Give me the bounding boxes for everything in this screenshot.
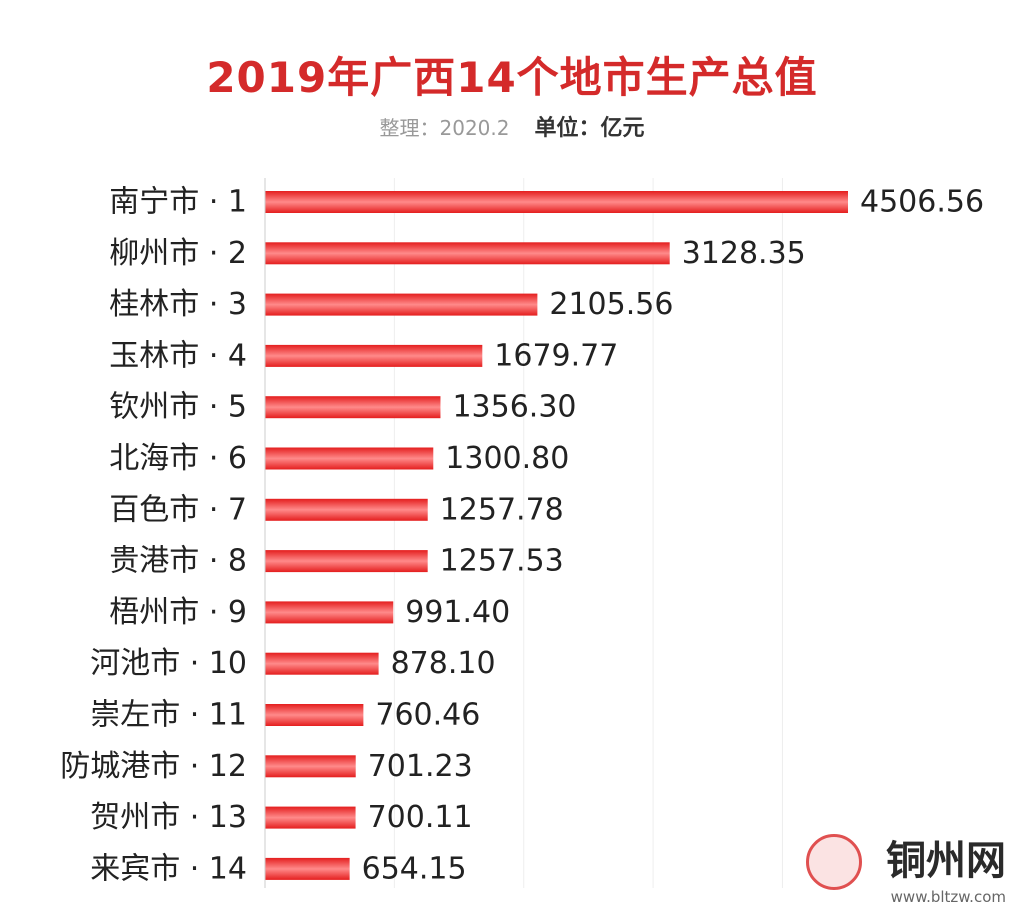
value-label: 1300.80 <box>445 441 569 476</box>
value-label: 1257.78 <box>440 492 564 527</box>
category-labels: 南宁市 · 1 柳州市 · 2 桂林市 · 3 玉林市 · 4 钦州市 · 5 北海市 ·… <box>60 185 247 887</box>
bar <box>265 498 428 521</box>
category-label: 南宁市 · 1 <box>109 185 247 220</box>
watermark-text: 铜州网 <box>886 837 1006 884</box>
category-label: 钦州市 · 5 <box>109 390 247 425</box>
value-label: 3128.35 <box>682 236 806 271</box>
category-label: 玉林市 · 4 <box>109 338 247 373</box>
bar <box>265 755 356 778</box>
bar <box>265 293 538 316</box>
category-label: 北海市 · 6 <box>109 441 247 476</box>
bar <box>265 806 356 829</box>
category-label: 防城港市 · 12 <box>60 749 247 784</box>
watermark-url: www.bltzw.com <box>890 888 1006 906</box>
value-label: 2105.56 <box>549 287 673 322</box>
bar <box>265 550 428 573</box>
chart-title: 2019年广西14个地市生产总值 <box>206 53 818 102</box>
value-label: 4506.56 <box>860 185 984 220</box>
bars <box>265 191 848 880</box>
bar <box>265 704 364 726</box>
category-label: 崇左市 · 11 <box>90 698 247 733</box>
bar <box>265 344 483 367</box>
bar <box>265 191 848 213</box>
watermark: 铜州网 www.bltzw.com <box>806 824 1006 906</box>
value-labels: 4506.56 3128.35 2105.56 1679.77 1356.30 1300.… <box>362 185 984 887</box>
category-label: 贵港市 · 8 <box>109 544 247 579</box>
value-label: 878.10 <box>391 646 496 681</box>
category-label: 来宾市 · 14 <box>90 851 247 886</box>
value-label: 991.40 <box>405 595 510 630</box>
category-label: 贺州市 · 13 <box>90 800 247 835</box>
value-label: 654.15 <box>362 851 467 886</box>
bar <box>265 652 379 675</box>
chart-subtitle: 整理：2020.2 单位：亿元 <box>0 110 1024 142</box>
category-label: 百色市 · 7 <box>109 492 247 527</box>
bar <box>265 447 434 470</box>
bar <box>265 601 394 624</box>
watermark-seal-icon <box>806 834 862 890</box>
value-label: 1257.53 <box>440 544 564 579</box>
category-label: 梧州市 · 9 <box>109 595 247 630</box>
chart-unit: 单位：亿元 <box>534 116 645 141</box>
chart-note: 整理：2020.2 <box>379 116 510 140</box>
category-label: 桂林市 · 3 <box>109 287 247 322</box>
category-label: 柳州市 · 2 <box>109 236 247 271</box>
bar <box>265 242 670 265</box>
value-label: 701.23 <box>368 749 473 784</box>
value-label: 760.46 <box>375 698 480 733</box>
bar <box>265 396 441 419</box>
bar <box>265 857 350 880</box>
category-label: 河池市 · 10 <box>90 646 247 681</box>
value-label: 700.11 <box>368 800 473 835</box>
value-label: 1356.30 <box>452 390 576 425</box>
value-label: 1679.77 <box>494 338 618 373</box>
